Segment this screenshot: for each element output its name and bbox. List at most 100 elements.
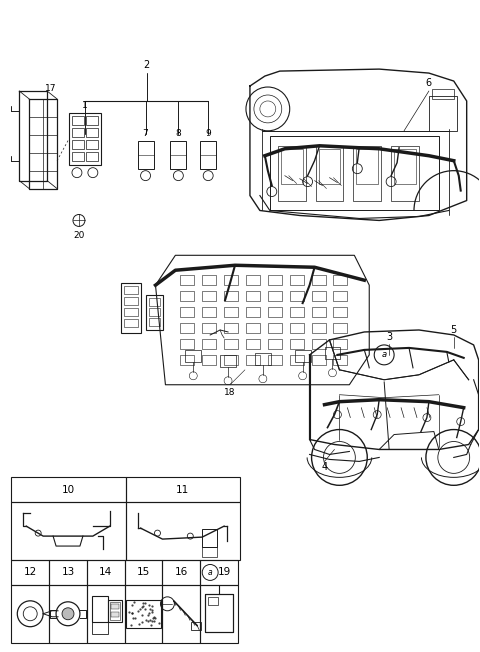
Bar xyxy=(92,622,108,634)
Bar xyxy=(180,275,194,285)
Text: 14: 14 xyxy=(99,567,112,578)
Bar xyxy=(72,128,84,137)
Bar xyxy=(224,339,238,349)
Bar xyxy=(353,146,381,201)
Bar xyxy=(200,141,216,169)
Text: a: a xyxy=(208,568,213,577)
Bar xyxy=(180,355,194,365)
Bar xyxy=(72,140,84,149)
Bar xyxy=(290,323,304,333)
Text: 7: 7 xyxy=(143,129,148,138)
Bar xyxy=(334,355,348,365)
Bar xyxy=(246,339,260,349)
Bar xyxy=(148,298,160,306)
Bar xyxy=(202,323,216,333)
Bar xyxy=(205,594,233,632)
Text: 6: 6 xyxy=(426,78,432,88)
Bar xyxy=(334,307,348,317)
Bar xyxy=(87,585,125,643)
Bar xyxy=(429,96,457,131)
Text: 16: 16 xyxy=(175,567,188,578)
Bar xyxy=(86,116,98,125)
Bar xyxy=(138,141,154,169)
Bar xyxy=(312,339,325,349)
Text: 13: 13 xyxy=(61,567,74,578)
Bar xyxy=(312,275,325,285)
Bar xyxy=(268,307,282,317)
Text: 3: 3 xyxy=(386,332,392,342)
Bar xyxy=(246,275,260,285)
Bar xyxy=(92,596,108,622)
Bar xyxy=(202,339,216,349)
Bar xyxy=(290,275,304,285)
Bar xyxy=(120,283,141,333)
Bar xyxy=(255,353,271,365)
Bar xyxy=(180,339,194,349)
Bar xyxy=(200,585,238,643)
Bar xyxy=(278,146,306,201)
Bar xyxy=(315,146,343,201)
Bar xyxy=(290,339,304,349)
Bar xyxy=(148,308,160,316)
Bar xyxy=(224,323,238,333)
Bar xyxy=(49,585,87,643)
Bar xyxy=(12,502,126,560)
Text: 17: 17 xyxy=(45,83,57,93)
Bar xyxy=(86,140,98,149)
Text: a: a xyxy=(382,350,387,359)
Bar xyxy=(202,307,216,317)
Bar xyxy=(295,350,311,362)
Bar xyxy=(246,307,260,317)
Bar xyxy=(110,602,120,620)
Bar xyxy=(162,585,200,643)
Bar xyxy=(268,355,282,365)
Bar xyxy=(246,291,260,301)
Bar xyxy=(12,560,49,585)
Bar xyxy=(202,529,217,547)
Text: 8: 8 xyxy=(176,129,181,138)
Bar xyxy=(312,355,325,365)
Bar xyxy=(202,291,216,301)
Bar xyxy=(208,597,218,605)
Bar xyxy=(87,560,125,585)
Bar xyxy=(394,149,416,184)
Bar xyxy=(145,295,164,330)
Bar xyxy=(86,128,98,137)
Text: 9: 9 xyxy=(205,129,211,138)
Bar xyxy=(324,347,340,359)
Text: 11: 11 xyxy=(176,485,190,495)
Bar xyxy=(12,585,49,643)
Bar xyxy=(268,339,282,349)
Bar xyxy=(69,113,101,165)
Text: 20: 20 xyxy=(73,231,84,240)
Bar xyxy=(281,149,302,184)
Text: 2: 2 xyxy=(144,60,150,70)
Bar xyxy=(12,477,126,502)
Bar xyxy=(125,585,162,643)
Text: 1: 1 xyxy=(82,102,88,110)
Bar xyxy=(126,600,161,628)
Bar xyxy=(220,355,236,367)
Bar xyxy=(224,307,238,317)
Bar xyxy=(224,275,238,285)
Bar xyxy=(202,355,216,365)
Bar xyxy=(290,355,304,365)
Bar xyxy=(290,291,304,301)
Bar xyxy=(246,323,260,333)
Bar xyxy=(185,350,201,362)
Text: 18: 18 xyxy=(224,388,236,397)
Bar xyxy=(391,146,419,201)
Text: 10: 10 xyxy=(62,485,75,495)
Bar xyxy=(124,308,138,316)
Bar xyxy=(180,323,194,333)
Bar xyxy=(72,116,84,125)
Bar xyxy=(268,291,282,301)
Bar xyxy=(334,275,348,285)
Bar xyxy=(108,600,122,622)
Bar xyxy=(49,560,87,585)
Bar xyxy=(124,319,138,327)
Bar xyxy=(319,149,340,184)
Text: 15: 15 xyxy=(137,567,150,578)
Bar xyxy=(124,297,138,305)
Bar xyxy=(224,355,238,365)
